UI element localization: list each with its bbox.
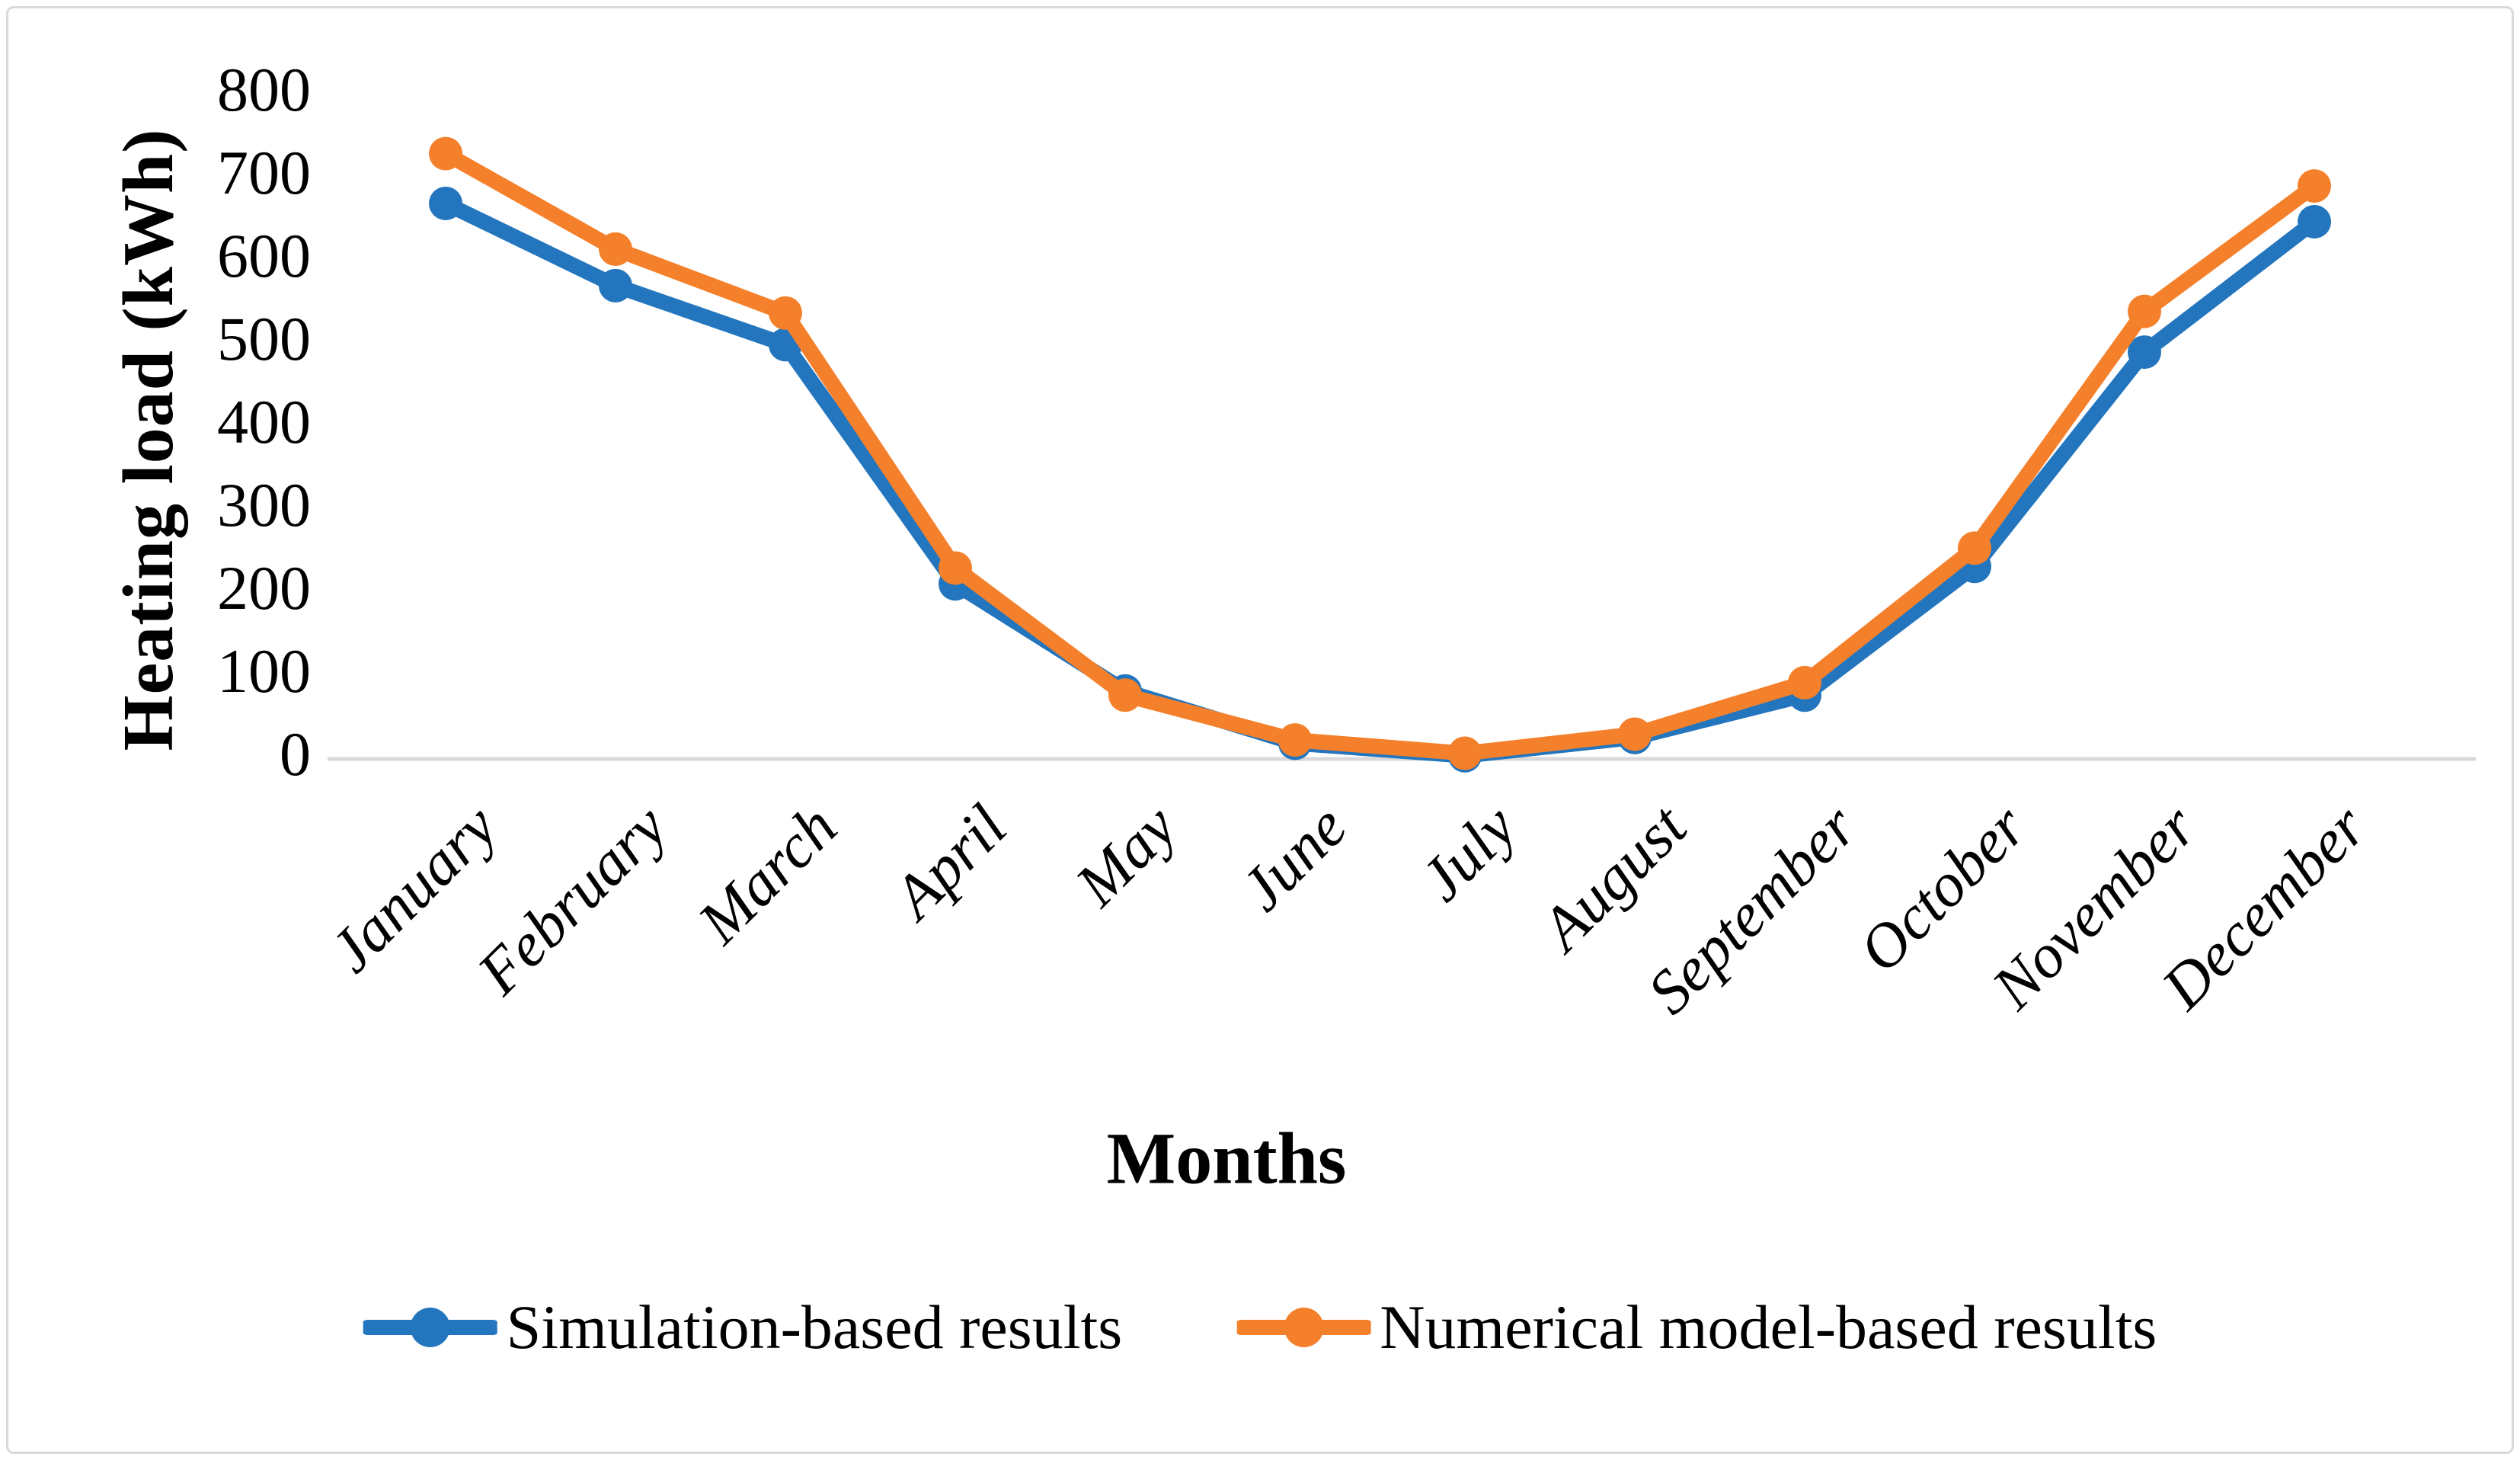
y-tick-label-500: 500	[217, 304, 311, 374]
data-point-numerical-december	[2298, 169, 2331, 203]
legend-line-marker-icon	[363, 1308, 497, 1347]
legend-line-marker-icon	[1236, 1308, 1371, 1347]
y-tick-label-800: 800	[217, 55, 311, 125]
data-point-numerical-november	[2128, 294, 2161, 328]
data-point-numerical-september	[1788, 665, 1821, 700]
data-point-simulation-december	[2298, 204, 2331, 239]
y-axis-title: Heating load (kWh)	[109, 128, 188, 751]
legend-label-numerical: Numerical model-based results	[1380, 1292, 2157, 1362]
y-tick-label-100: 100	[217, 636, 311, 706]
data-point-numerical-july	[1448, 736, 1482, 770]
y-tick-label-600: 600	[217, 221, 311, 291]
legend-label-simulation: Simulation-based results	[506, 1292, 1123, 1362]
data-point-numerical-october	[1958, 531, 1991, 565]
data-point-numerical-january	[429, 136, 462, 171]
data-point-numerical-march	[769, 296, 802, 330]
data-point-numerical-april	[939, 551, 972, 585]
data-point-numerical-february	[599, 232, 632, 266]
series-line-numerical	[438, 146, 2322, 761]
y-tick-label-200: 200	[217, 553, 311, 623]
y-tick-label-400: 400	[217, 387, 311, 457]
legend-item-simulation: Simulation-based results	[363, 1292, 1123, 1363]
data-point-numerical-may	[1108, 678, 1142, 712]
x-axis-title: Months	[1106, 1117, 1347, 1199]
data-point-numerical-august	[1618, 717, 1652, 751]
data-point-simulation-january	[429, 186, 462, 220]
data-point-simulation-november	[2128, 335, 2161, 370]
y-tick-label-700: 700	[217, 138, 311, 208]
data-point-numerical-june	[1278, 723, 1312, 757]
chart-legend: Simulation-based results Numerical model…	[363, 1292, 2157, 1363]
y-tick-label-300: 300	[217, 470, 311, 540]
y-tick-label-0: 0	[280, 719, 311, 789]
legend-item-numerical: Numerical model-based results	[1236, 1292, 2157, 1363]
data-point-simulation-february	[599, 268, 632, 303]
